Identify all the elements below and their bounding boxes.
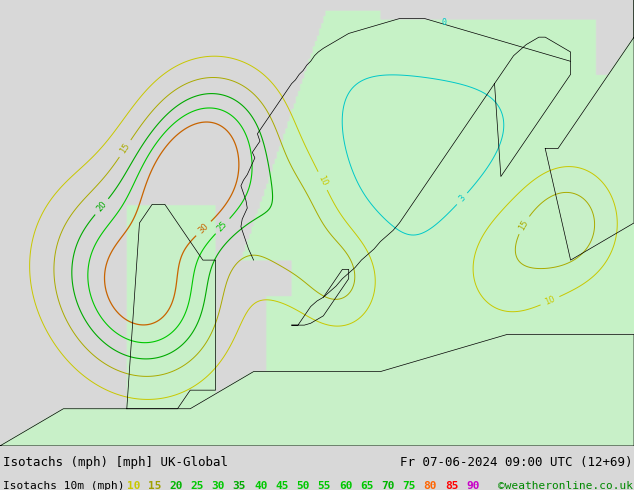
Text: 45: 45	[275, 481, 288, 490]
Text: 25: 25	[190, 481, 204, 490]
Text: Isotachs 10m (mph): Isotachs 10m (mph)	[3, 481, 125, 490]
Text: 75: 75	[403, 481, 416, 490]
Polygon shape	[127, 204, 216, 409]
Text: 60: 60	[339, 481, 353, 490]
Text: 15: 15	[148, 481, 162, 490]
Text: 35: 35	[233, 481, 246, 490]
Polygon shape	[545, 0, 634, 260]
Text: 30: 30	[212, 481, 225, 490]
Text: 10: 10	[316, 174, 329, 188]
Text: 10: 10	[127, 481, 140, 490]
Text: 0: 0	[441, 18, 446, 27]
Text: 30: 30	[197, 221, 210, 235]
Text: 20: 20	[169, 481, 183, 490]
Polygon shape	[0, 0, 634, 446]
Text: 3: 3	[457, 194, 467, 204]
Text: 55: 55	[318, 481, 331, 490]
Text: 15: 15	[517, 218, 530, 232]
Text: 50: 50	[296, 481, 310, 490]
Text: 25: 25	[216, 219, 230, 233]
Text: Fr 07-06-2024 09:00 UTC (12+69): Fr 07-06-2024 09:00 UTC (12+69)	[400, 456, 633, 468]
Text: 80: 80	[424, 481, 437, 490]
Text: 10: 10	[543, 294, 557, 307]
Polygon shape	[0, 335, 634, 446]
Text: 20: 20	[95, 200, 108, 214]
Text: 85: 85	[445, 481, 458, 490]
Text: Isotachs (mph) [mph] UK-Global: Isotachs (mph) [mph] UK-Global	[3, 456, 228, 468]
Text: 65: 65	[360, 481, 373, 490]
Text: 90: 90	[466, 481, 479, 490]
Text: ©weatheronline.co.uk: ©weatheronline.co.uk	[498, 481, 633, 490]
Text: 15: 15	[119, 142, 132, 155]
Text: 70: 70	[381, 481, 395, 490]
Polygon shape	[292, 270, 349, 325]
Text: 40: 40	[254, 481, 268, 490]
